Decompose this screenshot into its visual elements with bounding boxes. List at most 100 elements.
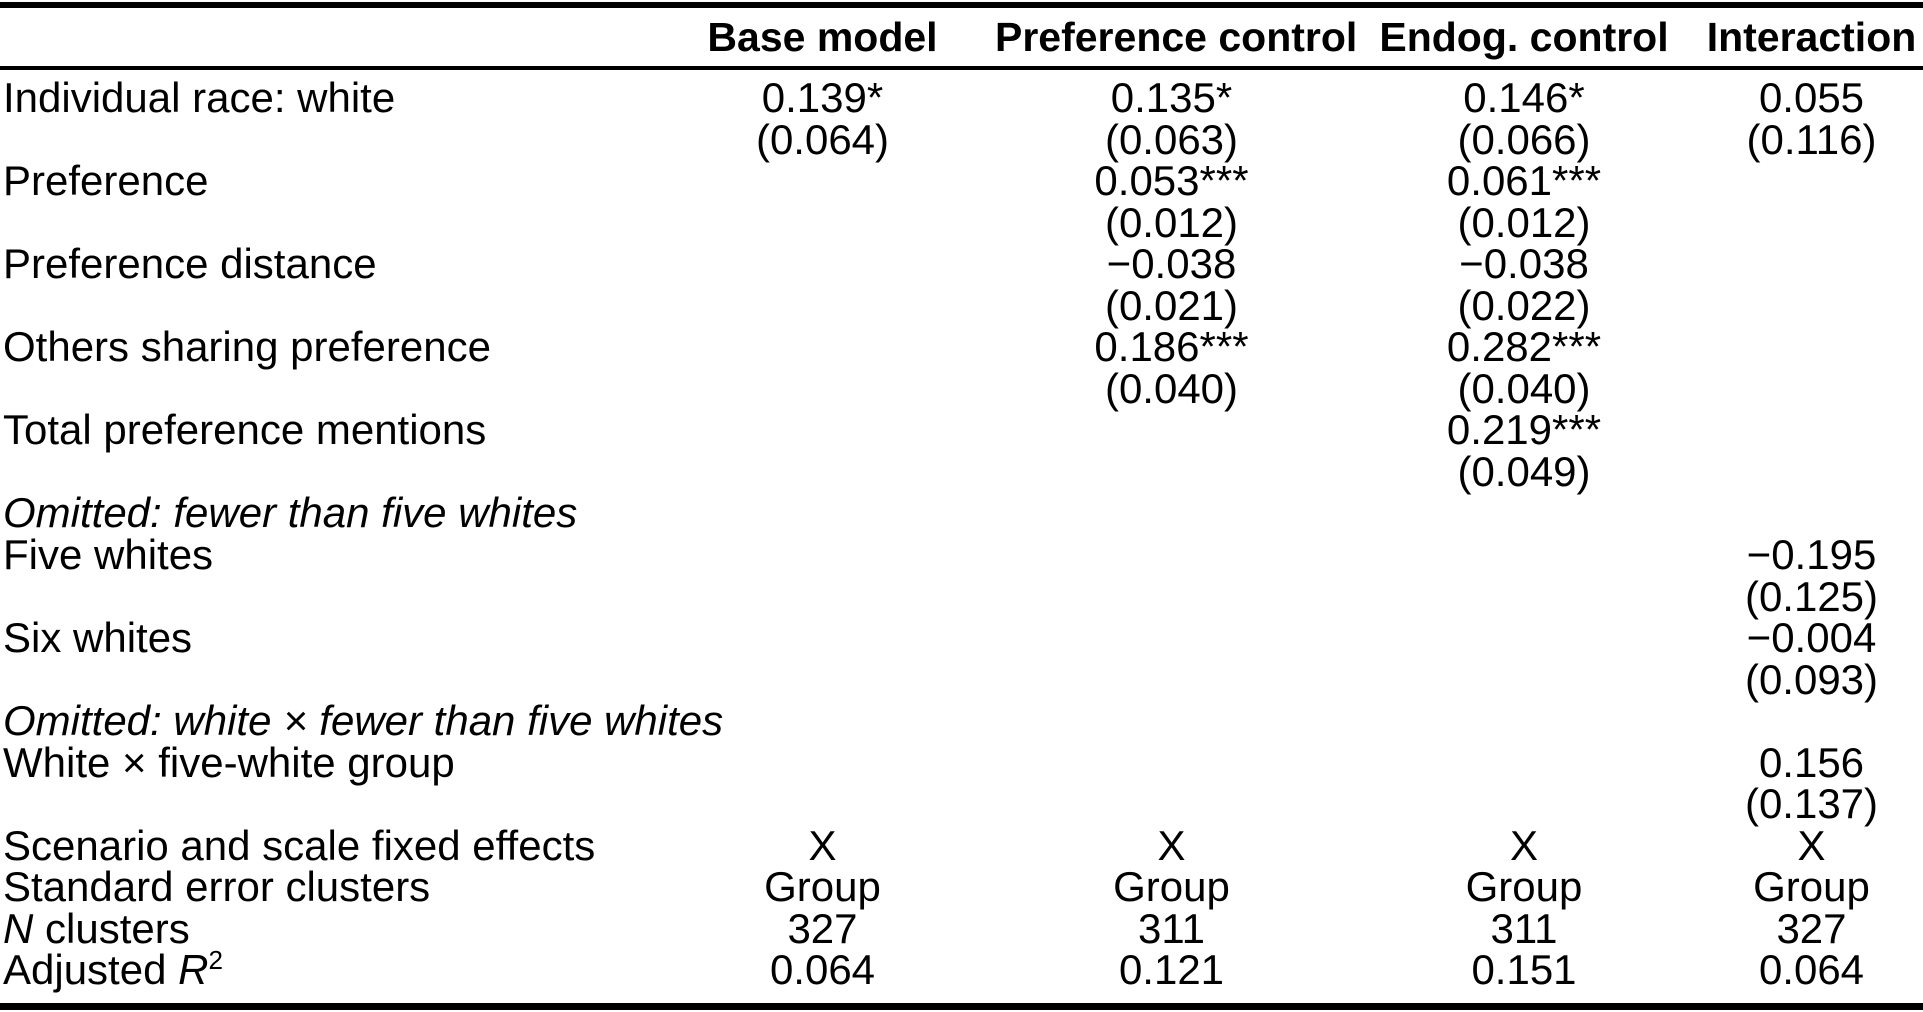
row-label-adjusted-r2: Adjusted R2 [0, 946, 650, 1011]
empty-cell [650, 492, 995, 534]
fe-cell: X [808, 821, 837, 869]
cluster-cell: Group [764, 863, 881, 911]
coef-cell [650, 617, 995, 659]
squared-exponent: 2 [208, 945, 223, 976]
row-label: Preference [3, 157, 209, 205]
se-cell: (0.125) [1744, 572, 1879, 620]
row-others-sharing-preference-se: (0.040) (0.040) [0, 368, 1923, 410]
row-label: Standard error clusters [3, 863, 431, 911]
n-cell: 311 [1138, 904, 1205, 952]
coef-cell [1700, 243, 1923, 285]
se-cell [995, 783, 1348, 825]
empty-cell [1700, 492, 1923, 534]
row-standard-error-clusters: Standard error clusters Group Group Grou… [0, 866, 1923, 908]
row-label [0, 451, 650, 493]
n-cell: 327 [1776, 904, 1847, 952]
coef-cell [650, 160, 995, 202]
row-label [0, 119, 650, 161]
empty-cell [1700, 700, 1923, 742]
coef-cell [650, 742, 995, 784]
se-cell: (0.012) [1104, 198, 1239, 246]
row-label: Scenario and scale fixed effects [3, 821, 596, 869]
header-empty-cell [0, 2, 650, 70]
coef-cell: 0.219*** [1446, 406, 1602, 454]
se-cell [650, 202, 995, 244]
coef-cell [995, 534, 1348, 576]
se-cell: (0.022) [1457, 281, 1591, 329]
header-base-model: Base model [650, 2, 995, 70]
se-cell [650, 576, 995, 618]
se-cell [1700, 451, 1923, 493]
coef-cell [650, 409, 995, 451]
coef-cell: 0.282*** [1446, 323, 1602, 371]
row-omitted-fewer-than-five-whites: Omitted: fewer than five whites [0, 492, 1923, 534]
coef-cell: 0.135* [1110, 74, 1233, 121]
coef-cell [650, 534, 995, 576]
row-white-x-five-white-group: White × five-white group 0.156 [0, 738, 1923, 786]
coef-cell [995, 742, 1348, 784]
fe-cell: X [1509, 821, 1538, 869]
se-cell: (0.049) [1457, 447, 1591, 495]
header-interaction: Interaction [1700, 2, 1923, 70]
se-cell: (0.012) [1457, 198, 1591, 246]
se-cell: (0.040) [1104, 364, 1239, 412]
empty-cell [1348, 492, 1700, 534]
row-individual-race-white-se: (0.064) (0.063) (0.066) (0.116) [0, 115, 1923, 163]
n-clusters-text: clusters [33, 904, 190, 952]
se-cell [650, 783, 995, 825]
se-cell: (0.021) [1104, 281, 1239, 329]
fe-cell: X [1157, 821, 1186, 869]
adjusted-text: Adjusted [3, 946, 179, 994]
coef-cell [1700, 160, 1923, 202]
row-preference-se: (0.012) (0.012) [0, 198, 1923, 246]
cluster-cell: Group [1753, 863, 1870, 911]
row-label [0, 368, 650, 410]
se-cell: (0.093) [1744, 655, 1879, 703]
se-cell [1348, 783, 1700, 825]
empty-cell [1348, 700, 1700, 742]
coef-cell: 0.146* [1463, 74, 1585, 121]
row-others-sharing-preference: Others sharing preference 0.186*** 0.282… [0, 326, 1923, 368]
row-label: Six whites [3, 614, 193, 662]
r2-cell: 0.064 [650, 949, 995, 1011]
se-cell [650, 451, 995, 493]
coef-cell [995, 617, 1348, 659]
fe-cell: X [1797, 821, 1826, 869]
coef-cell: −0.004 [1746, 614, 1877, 662]
se-cell: (0.066) [1457, 115, 1591, 163]
r2-cell: 0.064 [1700, 949, 1923, 1011]
coef-cell: −0.038 [1106, 240, 1237, 288]
coef-cell: 0.139* [761, 74, 884, 121]
coef-cell: 0.053*** [1094, 157, 1249, 205]
row-label: Total preference mentions [3, 406, 487, 454]
n-cell: 327 [787, 904, 858, 952]
se-cell [650, 368, 995, 410]
coef-cell [1700, 409, 1923, 451]
se-cell [995, 576, 1348, 618]
row-five-whites: Five whites −0.195 [0, 534, 1923, 576]
row-preference: Preference 0.053*** 0.061*** [0, 160, 1923, 202]
row-label [0, 202, 650, 244]
coef-cell [1348, 617, 1700, 659]
row-label: White × five-white group [3, 738, 455, 786]
row-label [0, 576, 650, 618]
row-label-n-clusters: N clusters [0, 904, 650, 952]
row-label: Five whites [3, 531, 214, 579]
row-label [0, 659, 650, 701]
se-cell: (0.137) [1744, 780, 1879, 828]
header-row: Base model Preference control Endog. con… [0, 2, 1923, 70]
cluster-cell: Group [1113, 863, 1230, 911]
coef-cell [995, 409, 1348, 451]
coef-cell [1700, 326, 1923, 368]
n-cell: 311 [1490, 904, 1558, 952]
r2-cell: 0.151 [1348, 949, 1700, 1011]
row-label: Others sharing preference [3, 323, 491, 371]
se-cell [1700, 368, 1923, 410]
row-label: Preference distance [3, 240, 377, 288]
row-total-preference-mentions-se: (0.049) [0, 451, 1923, 493]
empty-cell [995, 492, 1348, 534]
coef-cell [650, 326, 995, 368]
se-cell [995, 451, 1348, 493]
